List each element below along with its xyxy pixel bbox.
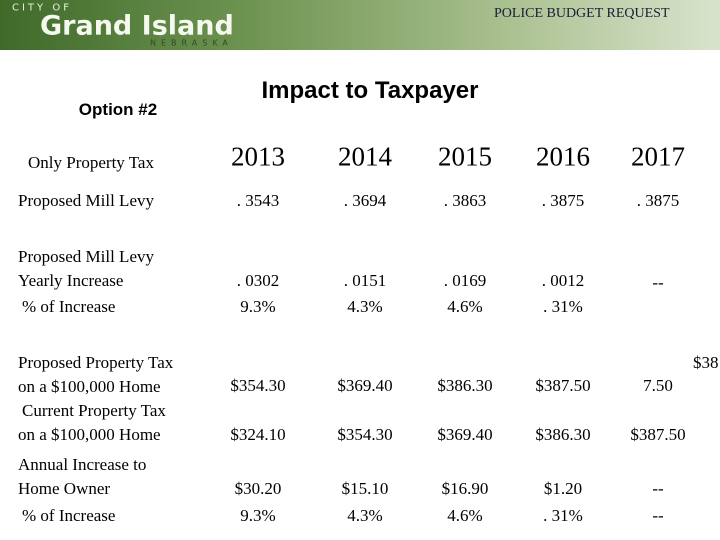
year-header: 2014 xyxy=(338,141,392,172)
year-header: 2016 xyxy=(536,141,590,172)
cell: 4.3% xyxy=(347,506,383,525)
row-label: Home Owner xyxy=(18,479,111,498)
corner-header: Only Property Tax xyxy=(28,153,154,172)
cell: . 3875 xyxy=(541,191,585,210)
cell: 4.6% xyxy=(447,506,483,525)
state: NEBRASKA xyxy=(150,38,233,48)
cell: $386.30 xyxy=(437,376,493,395)
cell: 4.3% xyxy=(347,297,383,316)
cell: $369.40 xyxy=(337,376,393,395)
cell: $324.10 xyxy=(230,425,286,444)
year-header: 2015 xyxy=(438,141,492,172)
cell: 9.3% xyxy=(240,506,276,525)
cell: . 0151 xyxy=(343,271,387,290)
cell: -- xyxy=(652,479,664,498)
cell: . 3694 xyxy=(343,191,387,210)
row-label: on a $100,000 Home xyxy=(18,425,161,444)
cell: -- xyxy=(652,506,664,525)
banner xyxy=(0,0,720,50)
cell: $15.10 xyxy=(341,479,389,498)
cell: $1.20 xyxy=(543,479,583,498)
cell: . 0169 xyxy=(443,271,487,290)
overflow-text: $38 xyxy=(693,353,719,372)
cell: $386.30 xyxy=(535,425,591,444)
row-label: on a $100,000 Home xyxy=(18,377,161,396)
cell: $387.50 xyxy=(630,425,686,444)
cell: . 0012 xyxy=(541,271,585,290)
row-label: Annual Increase to xyxy=(18,455,147,474)
cell: . 31% xyxy=(543,506,583,525)
row-label: % of Increase xyxy=(22,506,116,525)
cell: . 3543 xyxy=(236,191,280,210)
cell: . 3863 xyxy=(443,191,487,210)
cell: $354.30 xyxy=(337,425,393,444)
department: POLICE BUDGET REQUEST xyxy=(494,6,670,21)
row-label: Proposed Property Tax xyxy=(18,353,174,372)
city-name: Grand Island xyxy=(40,10,234,42)
option: Option #2 xyxy=(78,100,158,119)
cell: $30.20 xyxy=(234,479,282,498)
row-label: % of Increase xyxy=(22,297,116,316)
cell: $16.90 xyxy=(441,479,489,498)
cell: $369.40 xyxy=(437,425,493,444)
city-of: CITY OF xyxy=(12,2,72,14)
year-header: 2013 xyxy=(231,141,285,172)
cell: -- xyxy=(652,273,664,292)
year-header: 2017 xyxy=(631,141,685,172)
cell: . 3875 xyxy=(636,191,680,210)
row-label: Proposed Mill Levy xyxy=(18,247,154,266)
cell: $387.50 xyxy=(535,376,591,395)
cell: . 0302 xyxy=(236,271,280,290)
row-label: Proposed Mill Levy xyxy=(18,191,154,210)
row-label: Current Property Tax xyxy=(22,401,166,420)
cell: 7.50 xyxy=(643,376,673,395)
row-label: Yearly Increase xyxy=(18,271,124,290)
cell: 9.3% xyxy=(240,297,276,316)
cell: 4.6% xyxy=(447,297,483,316)
cell: . 31% xyxy=(543,297,583,316)
title: Impact to Taxpayer xyxy=(261,77,479,104)
cell: $354.30 xyxy=(230,376,286,395)
